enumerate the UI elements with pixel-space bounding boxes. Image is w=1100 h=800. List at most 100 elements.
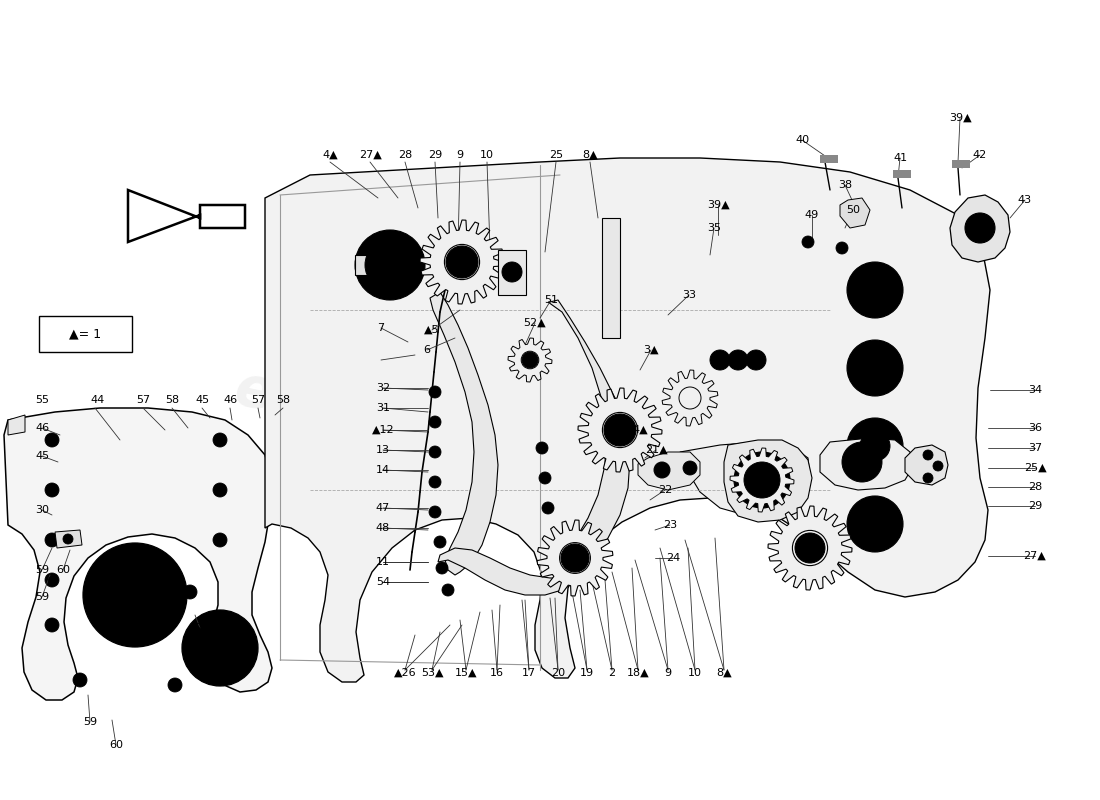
Circle shape xyxy=(454,254,470,270)
Circle shape xyxy=(104,565,165,625)
Text: 47: 47 xyxy=(376,503,390,513)
Circle shape xyxy=(213,533,227,547)
Circle shape xyxy=(923,473,933,483)
Circle shape xyxy=(733,355,742,365)
Circle shape xyxy=(751,355,761,365)
Text: 7: 7 xyxy=(377,323,385,333)
Text: 15▲: 15▲ xyxy=(454,668,477,678)
Text: 60: 60 xyxy=(109,740,123,750)
Text: 28: 28 xyxy=(1027,482,1042,492)
Text: 48: 48 xyxy=(376,523,390,533)
Polygon shape xyxy=(438,548,585,595)
Text: 46: 46 xyxy=(35,423,50,433)
Polygon shape xyxy=(950,195,1010,262)
Text: 45: 45 xyxy=(195,395,209,405)
Circle shape xyxy=(847,340,903,396)
Circle shape xyxy=(860,509,890,539)
Circle shape xyxy=(200,628,240,668)
Circle shape xyxy=(355,230,425,300)
Circle shape xyxy=(728,350,748,370)
Text: 53▲: 53▲ xyxy=(420,668,443,678)
Text: 13: 13 xyxy=(376,445,390,455)
Text: 9: 9 xyxy=(664,668,672,678)
Circle shape xyxy=(923,450,933,460)
Polygon shape xyxy=(730,448,794,512)
Circle shape xyxy=(539,445,544,451)
Bar xyxy=(893,170,911,178)
Polygon shape xyxy=(4,408,272,700)
Polygon shape xyxy=(537,520,613,596)
Circle shape xyxy=(48,622,55,629)
Text: 21▲: 21▲ xyxy=(645,445,668,455)
Polygon shape xyxy=(508,338,552,382)
Text: 20: 20 xyxy=(551,668,565,678)
Text: 36: 36 xyxy=(1028,423,1042,433)
Circle shape xyxy=(168,678,182,692)
Polygon shape xyxy=(265,158,990,682)
Circle shape xyxy=(439,565,446,571)
Circle shape xyxy=(82,543,187,647)
Text: 41: 41 xyxy=(893,153,907,163)
Text: 4▲: 4▲ xyxy=(322,150,338,160)
Polygon shape xyxy=(8,415,25,435)
Text: ▲26: ▲26 xyxy=(394,668,416,678)
Text: 60: 60 xyxy=(56,565,70,575)
Text: 44: 44 xyxy=(91,395,106,405)
Text: 39▲: 39▲ xyxy=(948,113,971,123)
Circle shape xyxy=(217,486,223,494)
Circle shape xyxy=(847,496,903,552)
Text: 6: 6 xyxy=(424,345,430,355)
Circle shape xyxy=(754,472,770,488)
Circle shape xyxy=(869,284,881,296)
Text: eurospares: eurospares xyxy=(483,193,837,319)
Circle shape xyxy=(45,618,59,632)
Circle shape xyxy=(48,486,55,494)
Text: 4▲: 4▲ xyxy=(632,425,648,435)
Circle shape xyxy=(847,418,903,474)
Circle shape xyxy=(437,539,443,545)
Circle shape xyxy=(852,452,872,472)
Text: 59: 59 xyxy=(35,565,50,575)
Circle shape xyxy=(48,537,55,543)
Text: 8▲: 8▲ xyxy=(716,668,732,678)
Circle shape xyxy=(429,386,441,398)
Polygon shape xyxy=(905,445,948,485)
Text: 55: 55 xyxy=(35,395,50,405)
Circle shape xyxy=(183,585,197,599)
Circle shape xyxy=(612,422,628,438)
Circle shape xyxy=(965,213,996,243)
Circle shape xyxy=(432,449,438,455)
Circle shape xyxy=(561,544,588,572)
Circle shape xyxy=(710,350,730,370)
Circle shape xyxy=(803,541,817,555)
Text: 16: 16 xyxy=(490,668,504,678)
Circle shape xyxy=(73,673,87,687)
Circle shape xyxy=(974,221,987,235)
Circle shape xyxy=(802,236,814,248)
Polygon shape xyxy=(578,388,662,472)
Circle shape xyxy=(933,461,943,471)
Text: 43: 43 xyxy=(1018,195,1032,205)
Text: 23: 23 xyxy=(663,520,678,530)
Text: 10: 10 xyxy=(480,150,494,160)
Circle shape xyxy=(63,534,73,544)
Text: 42: 42 xyxy=(972,150,987,160)
Circle shape xyxy=(172,682,178,689)
Polygon shape xyxy=(820,438,912,490)
Circle shape xyxy=(683,461,697,475)
Polygon shape xyxy=(638,452,700,490)
Circle shape xyxy=(860,275,890,305)
Text: 2: 2 xyxy=(608,668,616,678)
Circle shape xyxy=(48,437,55,443)
Text: 25▲: 25▲ xyxy=(1024,463,1046,473)
Circle shape xyxy=(744,462,780,498)
Text: 38: 38 xyxy=(838,180,853,190)
Circle shape xyxy=(187,589,194,595)
Circle shape xyxy=(45,483,59,497)
Text: 40: 40 xyxy=(795,135,810,145)
Polygon shape xyxy=(680,442,810,515)
Circle shape xyxy=(429,446,441,458)
Bar xyxy=(602,218,620,338)
Circle shape xyxy=(365,240,415,290)
Text: 22: 22 xyxy=(658,485,672,495)
